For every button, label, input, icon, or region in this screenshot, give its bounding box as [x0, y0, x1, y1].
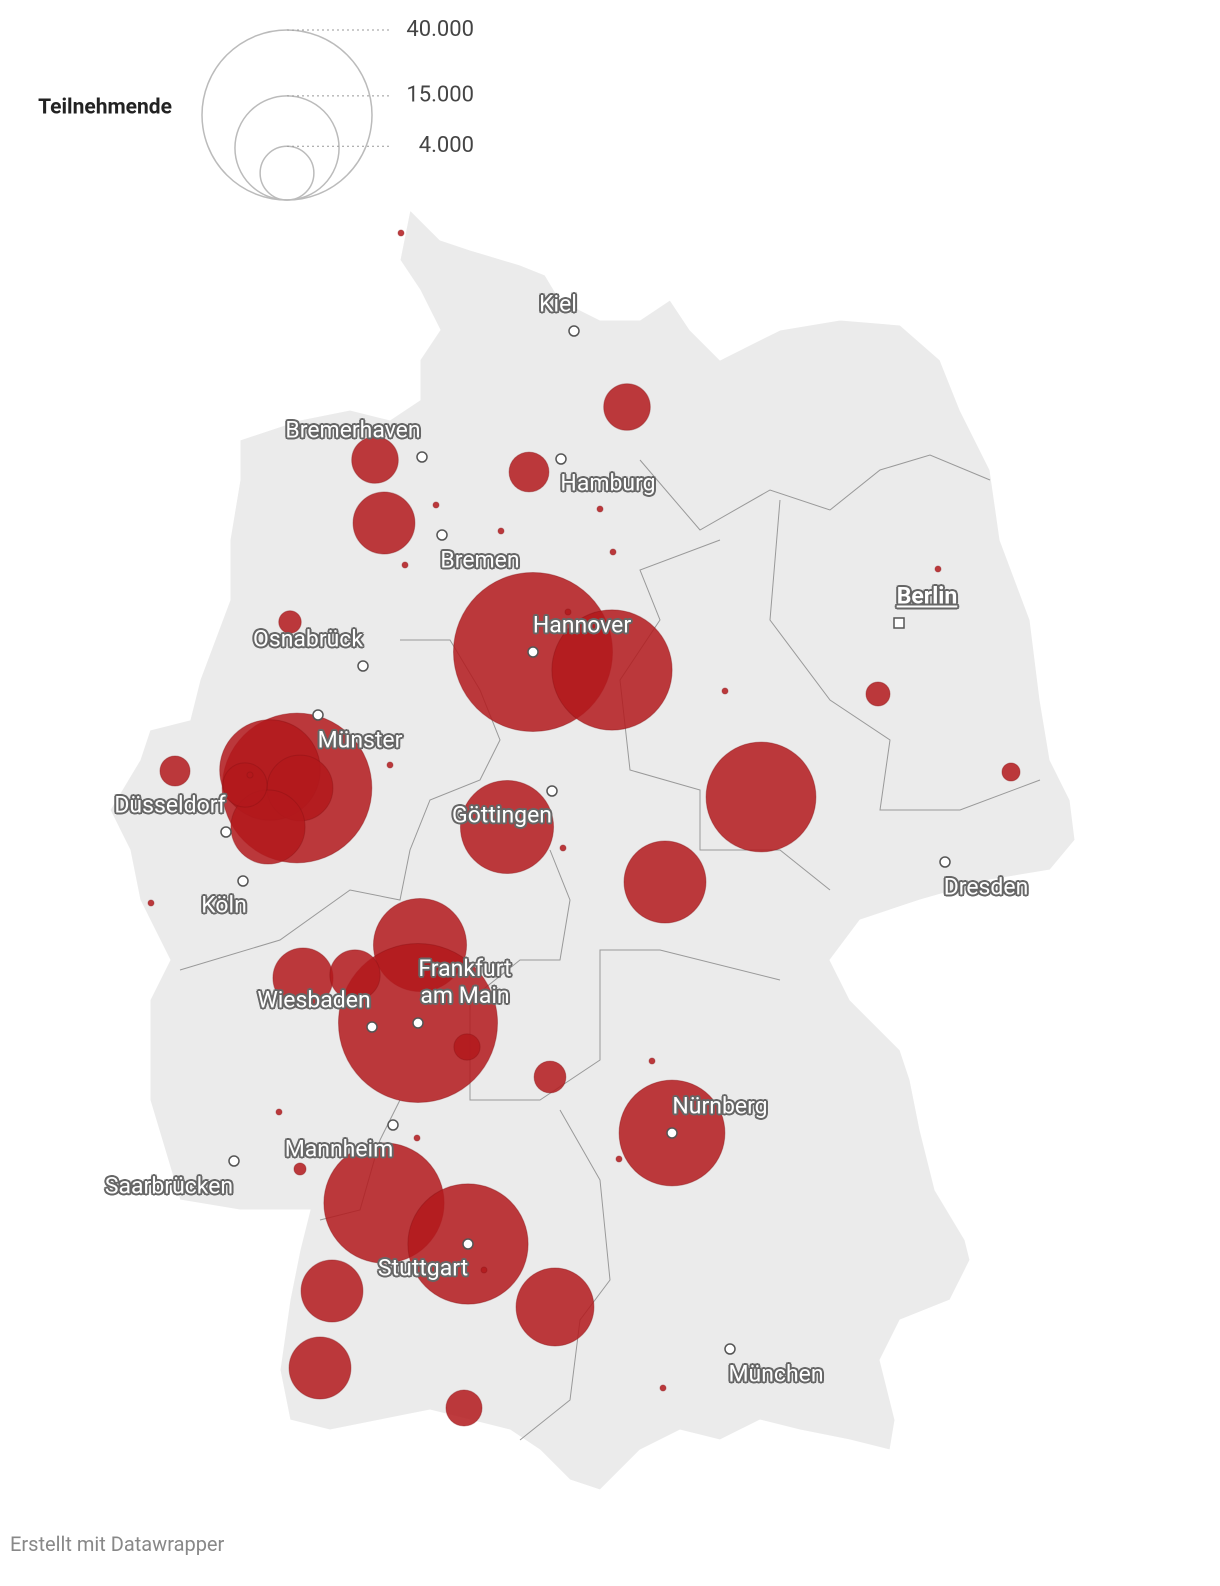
- bubble: [278, 610, 302, 634]
- city-label: Kiel: [539, 290, 577, 318]
- bubble: [648, 1057, 656, 1065]
- bubble: [445, 1389, 483, 1427]
- bubble: [609, 548, 617, 556]
- bubble: [705, 741, 817, 853]
- bubble: [222, 762, 268, 808]
- city-marker: [568, 325, 580, 337]
- legend-label: 4.000: [419, 133, 474, 158]
- bubble: [293, 1162, 307, 1176]
- city-marker: [220, 826, 232, 838]
- city-dots: [220, 325, 951, 1355]
- city-label: Osnabrück: [253, 625, 363, 653]
- bubble: [596, 505, 604, 513]
- city-marker: [893, 617, 905, 629]
- bubble: [659, 1384, 667, 1392]
- city-marker: [666, 1127, 678, 1139]
- city-label: Hamburg: [560, 469, 656, 497]
- city-label: Düsseldorf: [114, 791, 226, 819]
- city-label: Münster: [317, 726, 403, 754]
- city-marker: [387, 1119, 399, 1131]
- legend-title: Teilnehmende: [38, 96, 172, 120]
- bubble: [413, 1134, 421, 1142]
- city-label: Berlin: [896, 582, 958, 610]
- bubble: [459, 779, 555, 875]
- bubble: [351, 436, 399, 484]
- city-label: Stuttgart: [377, 1254, 469, 1282]
- city-label: Dresden: [943, 873, 1029, 901]
- city-label: Bremen: [440, 546, 520, 574]
- city-marker: [546, 785, 558, 797]
- legend-circle: [259, 145, 315, 201]
- city-marker: [436, 529, 448, 541]
- state-borders: [179, 454, 1041, 1441]
- bubble: [603, 383, 651, 431]
- city-label: Frankfurt am Main: [418, 955, 512, 1009]
- bubble: [559, 844, 567, 852]
- bubble: [288, 1336, 352, 1400]
- bubble: [508, 451, 550, 493]
- legend-circle: [234, 95, 340, 201]
- city-label: Göttingen: [452, 801, 552, 829]
- city-label: München: [728, 1360, 824, 1388]
- bubble: [865, 681, 891, 707]
- bubble: [564, 608, 572, 616]
- bubble: [275, 1108, 283, 1116]
- bubble: [230, 789, 306, 865]
- city-label: Nürnberg: [672, 1092, 768, 1120]
- size-legend: Teilnehmende 40.000 15.000 4.000: [38, 17, 474, 201]
- bubble: [159, 755, 191, 787]
- bubble: [300, 1259, 364, 1323]
- bubble: [147, 899, 155, 907]
- city-label: Saarbrücken: [104, 1172, 234, 1200]
- bubble: [615, 1155, 623, 1163]
- city-marker: [939, 856, 951, 868]
- city-marker: [228, 1155, 240, 1167]
- legend-circle: [201, 29, 373, 201]
- city-marker: [724, 1343, 736, 1355]
- bubble: [497, 527, 505, 535]
- footer: Erstellt mit Datawrapper: [10, 1532, 225, 1556]
- bubble: [934, 565, 942, 573]
- bubble: [386, 761, 394, 769]
- city-marker: [237, 875, 249, 887]
- bubble: [401, 561, 409, 569]
- bubble: [515, 1267, 595, 1347]
- bubbles: [147, 229, 1021, 1427]
- bubble: [329, 949, 381, 1001]
- bubble: [453, 1033, 481, 1061]
- city-label: Wiesbaden: [257, 986, 371, 1014]
- bubble: [432, 501, 440, 509]
- city-marker: [357, 660, 369, 672]
- city-label: Bremerhaven: [285, 416, 421, 444]
- city-label: Köln: [201, 891, 247, 919]
- city-marker: [412, 1017, 424, 1029]
- bubble: [352, 491, 416, 555]
- bubble: [397, 229, 405, 237]
- city-marker: [416, 451, 428, 463]
- bubble: [623, 840, 707, 924]
- bubble: [480, 1266, 488, 1274]
- city-label: Mannheim: [284, 1135, 394, 1163]
- city-marker: [312, 709, 324, 721]
- legend-label: 15.000: [406, 83, 474, 108]
- city-marker: [555, 453, 567, 465]
- city-marker: [366, 1021, 378, 1033]
- bubble: [551, 609, 673, 731]
- bubble: [246, 771, 254, 779]
- city-marker: [527, 646, 539, 658]
- bubble: [533, 1060, 567, 1094]
- legend-label: 40.000: [406, 17, 474, 42]
- city-label: Hannover: [532, 611, 632, 639]
- city-marker: [462, 1238, 474, 1250]
- bubble: [1001, 762, 1021, 782]
- bubble: [721, 687, 729, 695]
